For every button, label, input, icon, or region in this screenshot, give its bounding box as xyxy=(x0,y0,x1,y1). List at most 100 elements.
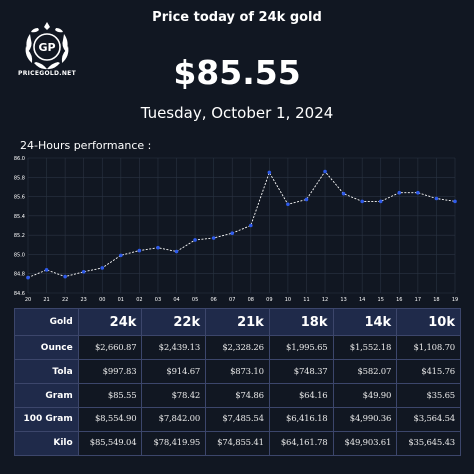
price-point[interactable] xyxy=(341,191,346,196)
page-title: Price today of 24k gold xyxy=(152,10,322,25)
price-point[interactable] xyxy=(81,269,86,274)
price-cell: $64.16 xyxy=(268,383,334,408)
pricegold-logo[interactable]: GP xyxy=(18,16,76,78)
price-cell: $35.65 xyxy=(396,383,461,408)
price-point[interactable] xyxy=(416,190,420,195)
price-point[interactable] xyxy=(137,248,142,253)
table-row: Tola $997.83 $914.67 $873.10 $748.37 $58… xyxy=(14,359,461,385)
price-cell: $74,855.41 xyxy=(205,430,270,457)
x-tick-label: 08 xyxy=(248,297,254,303)
price-cell: $85,549.04 xyxy=(77,430,143,457)
price-cell: $6,416.18 xyxy=(268,407,334,432)
price-cell: $7,842.00 xyxy=(141,407,207,432)
row-header: Tola xyxy=(14,359,79,385)
x-tick-label: 13 xyxy=(340,297,346,303)
y-tick-label: 85.8 xyxy=(14,175,25,181)
x-tick-label: 03 xyxy=(155,297,161,303)
price-point[interactable] xyxy=(360,199,364,204)
performance-chart: 84.684.885.085.285.485.685.886.0 20 21 22 2… xyxy=(14,156,458,303)
price-cell: $582.07 xyxy=(332,359,398,385)
y-tick-label: 85.0 xyxy=(14,252,25,258)
price-point[interactable] xyxy=(304,197,309,202)
price-cell: $85.55 xyxy=(77,383,143,408)
col-header: 18k xyxy=(268,307,334,337)
price-point[interactable] xyxy=(267,170,272,175)
x-tick-label: 05 xyxy=(192,297,198,303)
price-cell: $2,660.87 xyxy=(77,335,143,361)
price-point[interactable] xyxy=(323,169,327,174)
x-tick-label: 14 xyxy=(359,297,365,303)
x-tick-label: 23 xyxy=(81,297,87,303)
x-tick-label: 15 xyxy=(378,297,384,303)
price-point[interactable] xyxy=(397,190,402,195)
x-tick-label: 16 xyxy=(396,297,402,303)
price-cell: $74.86 xyxy=(205,383,270,408)
y-tick-label: 85.4 xyxy=(14,214,25,220)
col-header: 21k xyxy=(205,307,270,337)
x-tick-label: 11 xyxy=(303,297,309,303)
col-header: 22k xyxy=(141,307,207,337)
table-row: Kilo $85,549.04 $78,419.95 $74,855.41 $6… xyxy=(14,430,461,457)
price-point[interactable] xyxy=(156,245,160,250)
x-tick-label: 01 xyxy=(118,297,124,303)
price-point[interactable] xyxy=(230,231,235,236)
price-cell: $78,419.95 xyxy=(141,430,207,457)
y-tick-label: 85.6 xyxy=(14,195,25,201)
price-cell: $1,552.18 xyxy=(332,335,398,361)
price-cell: $997.83 xyxy=(77,359,143,385)
gold-price-table: Gold 24k 22k 21k 18k 14k 10k Ounce $2,66… xyxy=(14,307,461,457)
price-cell: $49,903.61 xyxy=(332,430,398,457)
price-point[interactable] xyxy=(44,268,49,272)
price-point[interactable] xyxy=(378,199,383,204)
price-cell: $1,995.65 xyxy=(268,335,334,361)
price-point[interactable] xyxy=(453,199,457,204)
price-line xyxy=(27,170,456,279)
x-tick-label: 09 xyxy=(266,297,272,303)
price-cell: $2,328.26 xyxy=(205,335,270,361)
price-cell: $3,564.54 xyxy=(396,407,461,432)
price-cell: $8,554.90 xyxy=(77,407,143,432)
current-price: $85.55 xyxy=(173,53,301,92)
x-tick-label: 10 xyxy=(285,297,291,303)
x-tick-label: 12 xyxy=(322,297,328,303)
price-point[interactable] xyxy=(174,249,179,254)
row-header: 100 Gram xyxy=(14,407,79,432)
x-tick-label: 02 xyxy=(136,297,142,303)
price-point[interactable] xyxy=(434,196,439,201)
y-axis-ticks: 84.6 84.8 85.0 85.2 85.4 85.6 85.8 86.0 xyxy=(14,156,25,297)
price-point[interactable] xyxy=(100,266,105,270)
x-tick-label: 00 xyxy=(99,297,105,303)
price-point[interactable] xyxy=(248,223,253,228)
table-corner: Gold xyxy=(14,307,79,337)
price-points xyxy=(26,169,457,280)
price-cell: $415.76 xyxy=(396,359,461,385)
price-cell: $2,439.13 xyxy=(141,335,207,361)
x-tick-label: 19 xyxy=(452,297,458,303)
y-tick-label: 85.2 xyxy=(14,233,25,239)
x-tick-label: 17 xyxy=(415,297,421,303)
price-cell: $873.10 xyxy=(205,359,270,385)
price-point[interactable] xyxy=(63,274,67,279)
price-cell: $7,485.54 xyxy=(205,407,270,432)
price-date: Tuesday, October 1, 2024 xyxy=(140,104,334,122)
price-cell: $64,161.78 xyxy=(268,430,334,457)
y-tick-label: 84.6 xyxy=(14,291,25,297)
brand-name: PRICEGOLD.NET xyxy=(18,70,76,77)
price-point[interactable] xyxy=(119,253,123,258)
price-point[interactable] xyxy=(286,202,290,207)
x-tick-label: 06 xyxy=(210,297,216,303)
price-cell: $78.42 xyxy=(141,383,207,408)
price-cell: $49.90 xyxy=(332,383,398,408)
table-row: Gram $85.55 $78.42 $74.86 $64.16 $49.90 … xyxy=(14,383,461,408)
price-cell: $914.67 xyxy=(141,359,207,385)
price-point[interactable] xyxy=(26,275,30,280)
price-cell: $1,108.70 xyxy=(396,335,461,361)
y-tick-label: 86.0 xyxy=(14,156,25,162)
col-header: 10k xyxy=(396,307,461,337)
price-point[interactable] xyxy=(211,236,216,240)
chart-grid xyxy=(27,157,456,294)
logo-monogram: GP xyxy=(38,41,55,54)
price-point[interactable] xyxy=(193,238,197,242)
price-cell: $748.37 xyxy=(268,359,334,385)
price-cell: $35,645.43 xyxy=(396,430,461,457)
